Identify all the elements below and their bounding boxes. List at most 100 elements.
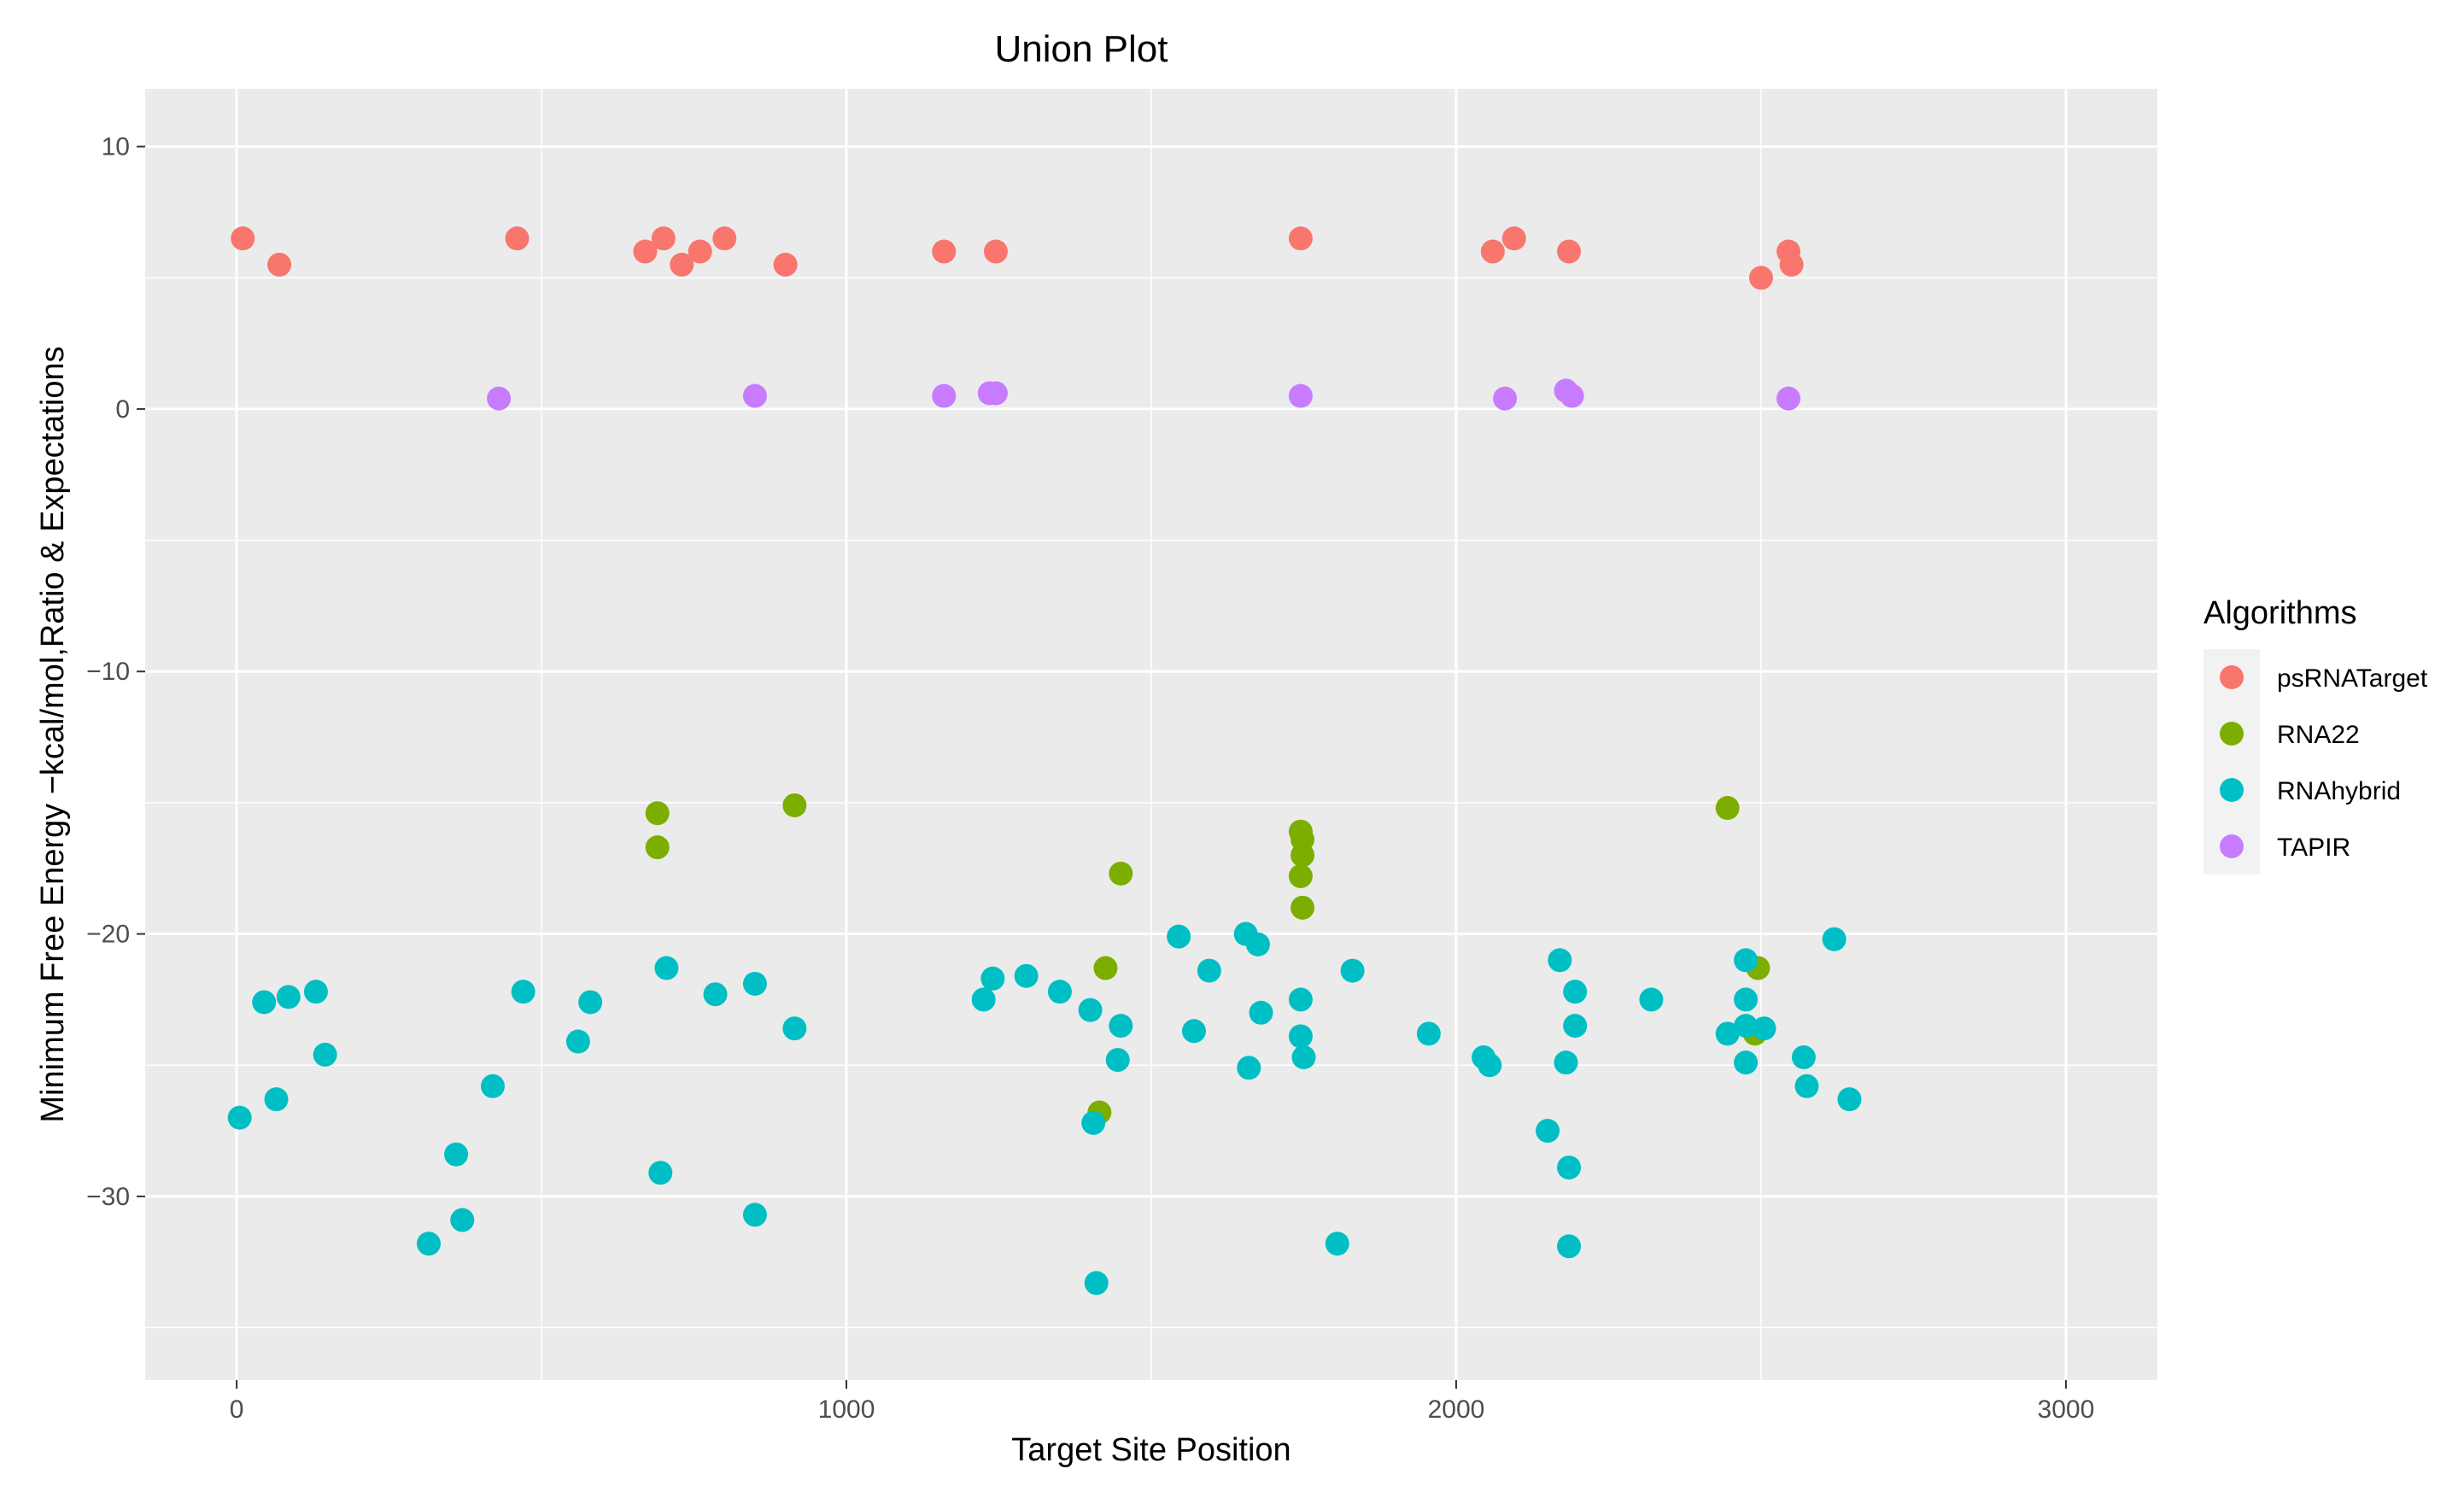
- point-psrnatarget: [1557, 239, 1582, 264]
- point-rnahybrid: [303, 980, 328, 1004]
- point-rnahybrid: [1794, 1074, 1819, 1098]
- point-rnahybrid: [416, 1232, 441, 1256]
- point-psrnatarget: [983, 239, 1008, 264]
- point-psrnatarget: [1288, 226, 1313, 251]
- point-rnahybrid: [971, 987, 996, 1012]
- legend-key-rna22: [2220, 722, 2244, 746]
- y-axis-label: Minimum Free Energy −kcal/mol,Ratio & Ex…: [35, 346, 71, 1122]
- point-rnahybrid: [1340, 958, 1365, 983]
- point-rnahybrid: [1105, 1048, 1130, 1073]
- point-psrnatarget: [688, 239, 712, 264]
- point-tapir: [742, 383, 767, 408]
- point-rnahybrid: [1478, 1053, 1502, 1078]
- point-rnahybrid: [1181, 1019, 1206, 1044]
- point-rnahybrid: [1325, 1232, 1349, 1256]
- point-rna22: [1109, 861, 1133, 886]
- point-rnahybrid: [782, 1016, 807, 1041]
- grid-major: [145, 89, 2157, 1380]
- point-psrnatarget: [505, 226, 530, 251]
- point-rnahybrid: [742, 1202, 767, 1227]
- x-tick-label: 0: [230, 1395, 244, 1424]
- legend-label-psrnatarget: psRNATarget: [2277, 664, 2428, 693]
- x-tick-label: 3000: [2038, 1395, 2095, 1424]
- point-psrnatarget: [1501, 226, 1526, 251]
- point-rnahybrid: [1245, 932, 1270, 957]
- point-rnahybrid: [1715, 1021, 1740, 1046]
- point-psrnatarget: [1480, 239, 1505, 264]
- legend-label-tapir: TAPIR: [2277, 834, 2350, 862]
- point-rnahybrid: [1557, 1156, 1582, 1180]
- point-rnahybrid: [227, 1105, 252, 1130]
- point-rnahybrid: [1288, 1024, 1313, 1049]
- point-psrnatarget: [932, 239, 957, 264]
- grid-minor: [145, 89, 2157, 1380]
- y-tick-label: 10: [102, 133, 130, 161]
- point-rnahybrid: [1197, 958, 1221, 983]
- point-psrnatarget: [1748, 266, 1773, 290]
- point-rnahybrid: [980, 966, 1005, 991]
- point-psrnatarget: [231, 226, 255, 251]
- point-rna22: [645, 801, 670, 826]
- point-psrnatarget: [712, 226, 737, 251]
- point-tapir: [983, 381, 1008, 406]
- point-rna22: [1093, 956, 1118, 980]
- point-rnahybrid: [742, 971, 767, 996]
- legend-items: psRNATarget RNA22 RNAhybrid TAPIR: [2204, 649, 2428, 875]
- point-rnahybrid: [264, 1087, 289, 1112]
- point-rnahybrid: [1734, 1050, 1759, 1075]
- point-rnahybrid: [252, 990, 277, 1015]
- y-tick-label: −10: [86, 658, 130, 686]
- chart-title: Union Plot: [994, 28, 1168, 70]
- point-rnahybrid: [648, 1161, 673, 1185]
- y-tick-label: −20: [86, 921, 130, 949]
- x-tick-label: 2000: [1428, 1395, 1485, 1424]
- legend-label-rnahybrid: RNAhybrid: [2277, 777, 2401, 805]
- point-rnahybrid: [1563, 980, 1588, 1004]
- legend-key-rnahybrid: [2220, 778, 2244, 802]
- point-rnahybrid: [1081, 1110, 1106, 1135]
- point-rnahybrid: [1557, 1234, 1582, 1259]
- point-rnahybrid: [1734, 987, 1759, 1012]
- y-axis-ticks: 10 0 −10 −20 −30: [86, 133, 145, 1211]
- point-rnahybrid: [1109, 1014, 1133, 1039]
- x-axis-label: Target Site Position: [1011, 1432, 1291, 1468]
- point-rna22: [1715, 796, 1740, 821]
- point-rnahybrid: [703, 982, 728, 1007]
- point-rnahybrid: [313, 1042, 337, 1067]
- point-psrnatarget: [651, 226, 676, 251]
- point-tapir: [1776, 386, 1801, 411]
- point-rnahybrid: [1822, 927, 1847, 951]
- point-rnahybrid: [1078, 998, 1103, 1022]
- point-rnahybrid: [1291, 1045, 1316, 1069]
- point-rnahybrid: [1734, 948, 1759, 973]
- point-rnahybrid: [444, 1142, 469, 1167]
- point-tapir: [932, 383, 957, 408]
- point-rnahybrid: [1563, 1014, 1588, 1039]
- point-rnahybrid: [578, 990, 603, 1015]
- point-rnahybrid: [1014, 963, 1039, 988]
- point-rnahybrid: [1167, 924, 1191, 949]
- point-rna22: [1288, 863, 1313, 888]
- point-rnahybrid: [1288, 987, 1313, 1012]
- point-psrnatarget: [267, 252, 292, 277]
- point-rna22: [1291, 895, 1315, 920]
- point-psrnatarget: [773, 252, 798, 277]
- point-rnahybrid: [1791, 1045, 1816, 1069]
- y-tick-label: 0: [115, 395, 130, 424]
- point-rnahybrid: [654, 956, 679, 980]
- point-rnahybrid: [1237, 1056, 1261, 1080]
- point-tapir: [1288, 383, 1313, 408]
- x-axis-ticks: 0 1000 2000 3000: [230, 1380, 2095, 1424]
- point-rnahybrid: [1734, 1014, 1759, 1039]
- point-rnahybrid: [1548, 948, 1572, 973]
- point-rnahybrid: [1416, 1021, 1441, 1046]
- legend: Algorithms psRNATarget RNA22 RNAhybrid TAPI…: [2204, 595, 2428, 875]
- legend-key-tapir: [2220, 834, 2244, 858]
- point-tapir: [487, 386, 512, 411]
- y-tick-label: −30: [86, 1183, 130, 1211]
- point-rnahybrid: [276, 985, 301, 1009]
- point-rnahybrid: [1752, 1016, 1776, 1041]
- point-rnahybrid: [565, 1029, 590, 1054]
